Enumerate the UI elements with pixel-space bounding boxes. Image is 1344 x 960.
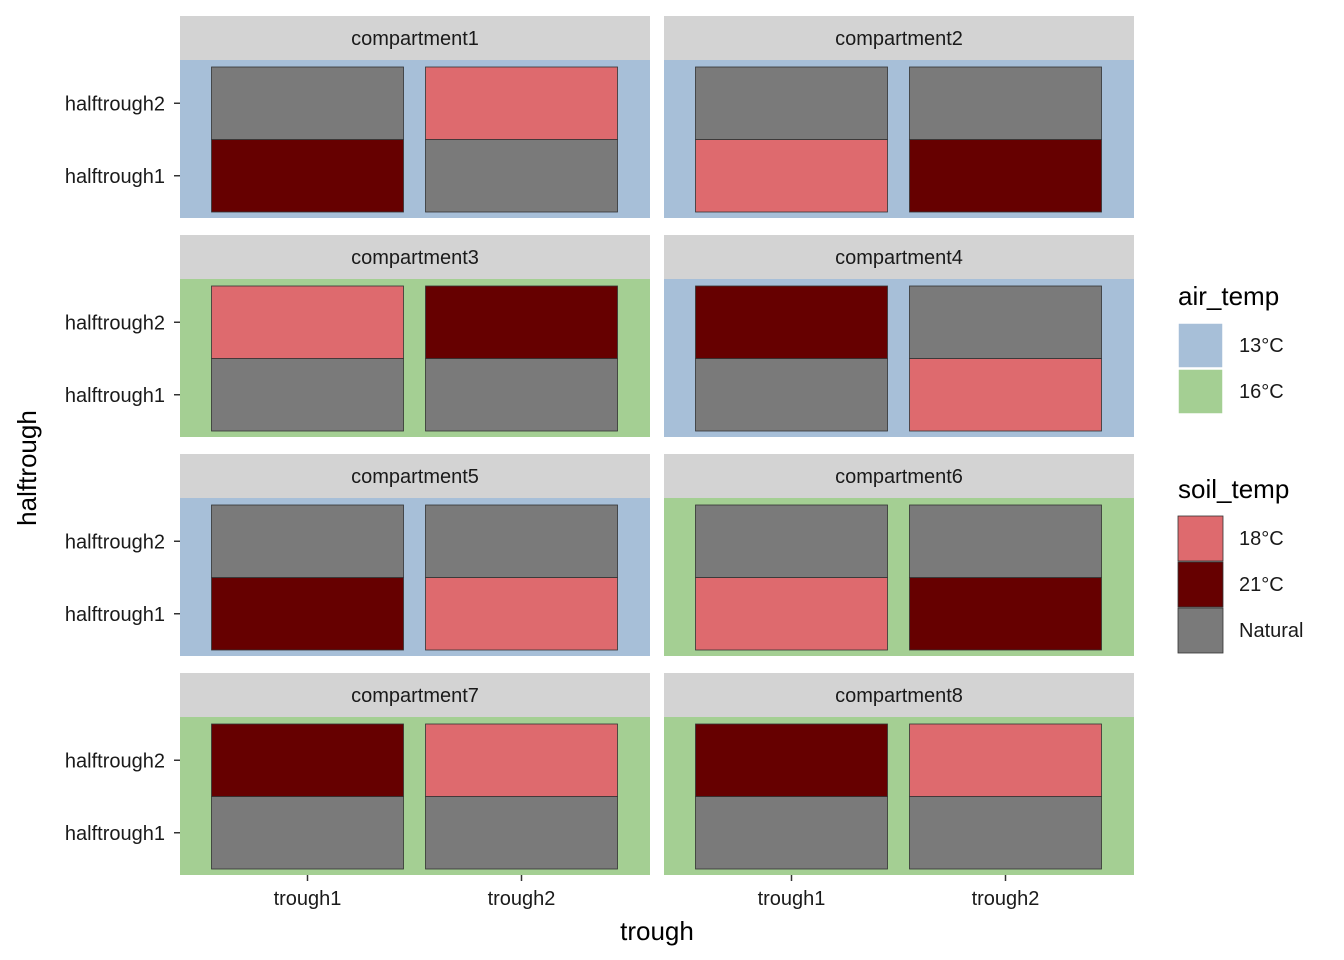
legend-key (1177, 322, 1224, 369)
x-tick-label: trough2 (972, 888, 1040, 910)
legend-label: 18°C (1239, 528, 1284, 550)
tile-trough2-halftrough1 (425, 577, 618, 651)
facet-compartment6: compartment6 (664, 454, 1134, 656)
legend-title: air_temp (1178, 281, 1279, 311)
legend-air_temp: air_temp 13°C 16°C (1177, 281, 1284, 415)
tile-trough1-halftrough1 (695, 358, 888, 432)
tile-trough1-halftrough1 (695, 577, 888, 651)
x-tick-label: trough2 (488, 888, 556, 910)
x-axis-title: trough (620, 916, 694, 946)
x-tick-label: trough1 (758, 888, 826, 910)
legend-label: 16°C (1239, 381, 1284, 403)
y-tick-label: halftrough1 (65, 823, 165, 845)
facet-strip (180, 16, 650, 60)
facet-strip (664, 454, 1134, 498)
facet-compartment7: compartment7 (180, 673, 650, 875)
y-tick-label: halftrough2 (65, 531, 165, 553)
legend-label: 21°C (1239, 574, 1284, 596)
tile-trough1-halftrough1 (211, 358, 404, 432)
tile-trough1-halftrough2 (695, 504, 888, 578)
tile-trough1-halftrough2 (695, 285, 888, 359)
y-tick-label: halftrough1 (65, 604, 165, 626)
y-tick-label: halftrough2 (65, 750, 165, 772)
x-tick-label: trough1 (274, 888, 342, 910)
tile-trough1-halftrough2 (211, 66, 404, 140)
tile-trough2-halftrough1 (909, 577, 1102, 651)
legend-title: soil_temp (1178, 474, 1289, 504)
tile-trough1-halftrough2 (695, 66, 888, 140)
facet-strip-label: compartment4 (835, 247, 963, 269)
legend-key (1177, 607, 1224, 654)
tile-trough1-halftrough2 (211, 504, 404, 578)
tile-trough2-halftrough2 (909, 285, 1102, 359)
facet-strip (180, 673, 650, 717)
facet-strip (664, 16, 1134, 60)
tile-trough2-halftrough2 (909, 66, 1102, 140)
facet-strip (664, 673, 1134, 717)
tile-trough2-halftrough1 (425, 796, 618, 870)
legend-soil_temp: soil_temp 18°C 21°C Natural (1177, 474, 1303, 654)
y-tick-label: halftrough2 (65, 93, 165, 115)
facet-panels: compartment1 compartment2 compartment3 comp… (180, 16, 1134, 875)
facet-compartment8: compartment8 (664, 673, 1134, 875)
y-tick-label: halftrough1 (65, 166, 165, 188)
facet-strip-label: compartment3 (351, 247, 479, 269)
tile-trough1-halftrough1 (695, 796, 888, 870)
tile-trough2-halftrough1 (909, 139, 1102, 213)
tile-trough2-halftrough2 (425, 723, 618, 797)
facet-compartment2: compartment2 (664, 16, 1134, 218)
tile-trough2-halftrough1 (909, 358, 1102, 432)
facet-strip-label: compartment2 (835, 28, 963, 50)
facet-strip (180, 235, 650, 279)
y-tick-label: halftrough1 (65, 385, 165, 407)
tile-trough1-halftrough2 (211, 723, 404, 797)
facet-strip-label: compartment6 (835, 466, 963, 488)
axes: halftrough1 halftrough2 halftrough1 halftro… (65, 93, 1040, 910)
facet-strip (664, 235, 1134, 279)
facet-strip (180, 454, 650, 498)
y-axis-title: halftrough (12, 410, 42, 526)
facet-strip-label: compartment8 (835, 685, 963, 707)
legend-label: 13°C (1239, 335, 1284, 357)
tile-trough1-halftrough1 (211, 577, 404, 651)
tile-trough2-halftrough1 (425, 358, 618, 432)
tile-trough2-halftrough1 (909, 796, 1102, 870)
facet-strip-label: compartment1 (351, 28, 479, 50)
legend-key (1177, 515, 1224, 562)
legends: air_temp 13°C 16°C soil_temp 18°C 21°C Natural (1177, 281, 1303, 654)
facet-strip-label: compartment5 (351, 466, 479, 488)
tile-trough2-halftrough2 (425, 285, 618, 359)
legend-key (1177, 368, 1224, 415)
legend-key (1177, 561, 1224, 608)
y-tick-label: halftrough2 (65, 312, 165, 334)
tile-trough2-halftrough2 (909, 504, 1102, 578)
tile-trough2-halftrough2 (425, 504, 618, 578)
legend-label: Natural (1239, 620, 1303, 642)
facet-compartment5: compartment5 (180, 454, 650, 656)
tile-trough2-halftrough2 (425, 66, 618, 140)
facet-strip-label: compartment7 (351, 685, 479, 707)
tile-trough2-halftrough1 (425, 139, 618, 213)
tile-trough1-halftrough2 (211, 285, 404, 359)
tile-trough1-halftrough1 (211, 139, 404, 213)
facet-compartment1: compartment1 (180, 16, 650, 218)
tile-trough1-halftrough2 (695, 723, 888, 797)
tile-trough2-halftrough2 (909, 723, 1102, 797)
tile-trough1-halftrough1 (211, 796, 404, 870)
tile-trough1-halftrough1 (695, 139, 888, 213)
facet-compartment4: compartment4 (664, 235, 1134, 437)
facet-compartment3: compartment3 (180, 235, 650, 437)
